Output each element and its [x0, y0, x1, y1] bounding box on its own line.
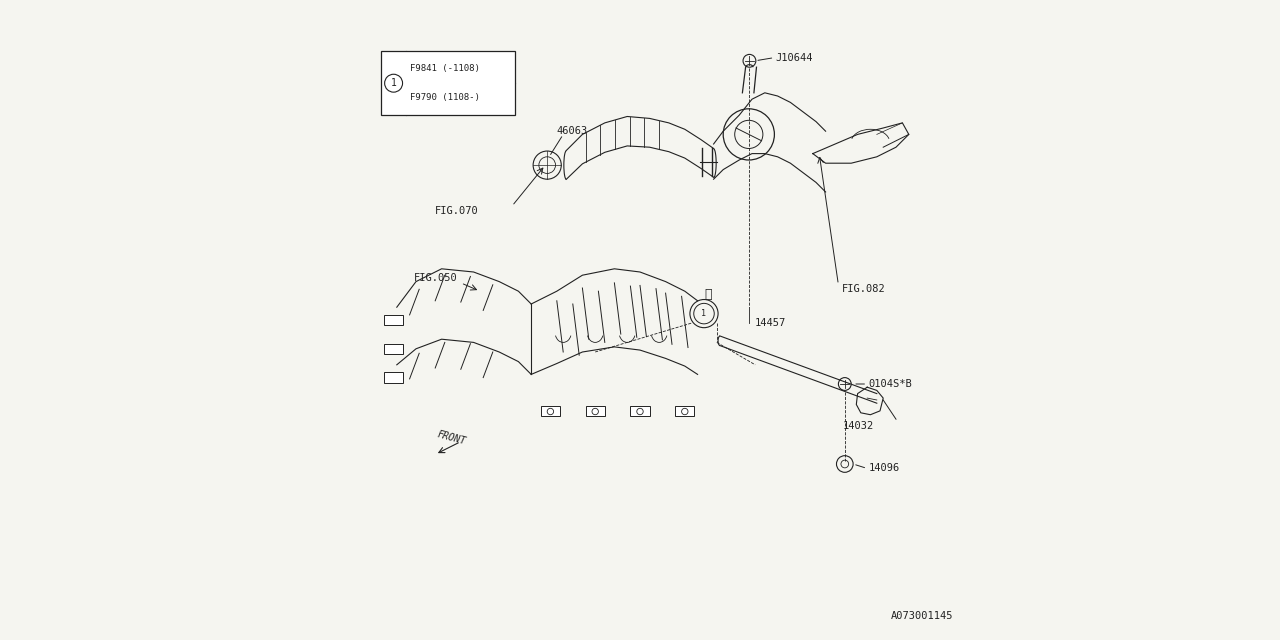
Text: FRONT: FRONT	[435, 429, 467, 447]
Bar	[384, 315, 403, 325]
Text: FIG.050: FIG.050	[413, 273, 458, 284]
Text: F9790 (1108-): F9790 (1108-)	[410, 93, 480, 102]
Text: 1: 1	[390, 78, 397, 88]
Bar	[381, 51, 516, 115]
Text: ①: ①	[704, 288, 712, 301]
Bar	[384, 344, 403, 354]
Text: A073001145: A073001145	[891, 611, 954, 621]
Text: 0104S*B: 0104S*B	[869, 379, 913, 389]
Text: F9841 (-1108): F9841 (-1108)	[410, 64, 480, 73]
Text: 1: 1	[701, 309, 707, 318]
Text: 14032: 14032	[842, 420, 874, 431]
Bar	[384, 372, 403, 383]
Text: FIG.082: FIG.082	[842, 284, 886, 294]
Text: 46063: 46063	[557, 126, 588, 136]
Bar	[630, 406, 650, 416]
Bar	[676, 406, 694, 416]
Text: 14096: 14096	[869, 463, 900, 474]
Text: FIG.070: FIG.070	[435, 206, 479, 216]
Text: J10644: J10644	[776, 52, 813, 63]
Bar	[540, 406, 561, 416]
Bar	[585, 406, 604, 416]
Text: 14457: 14457	[755, 318, 786, 328]
